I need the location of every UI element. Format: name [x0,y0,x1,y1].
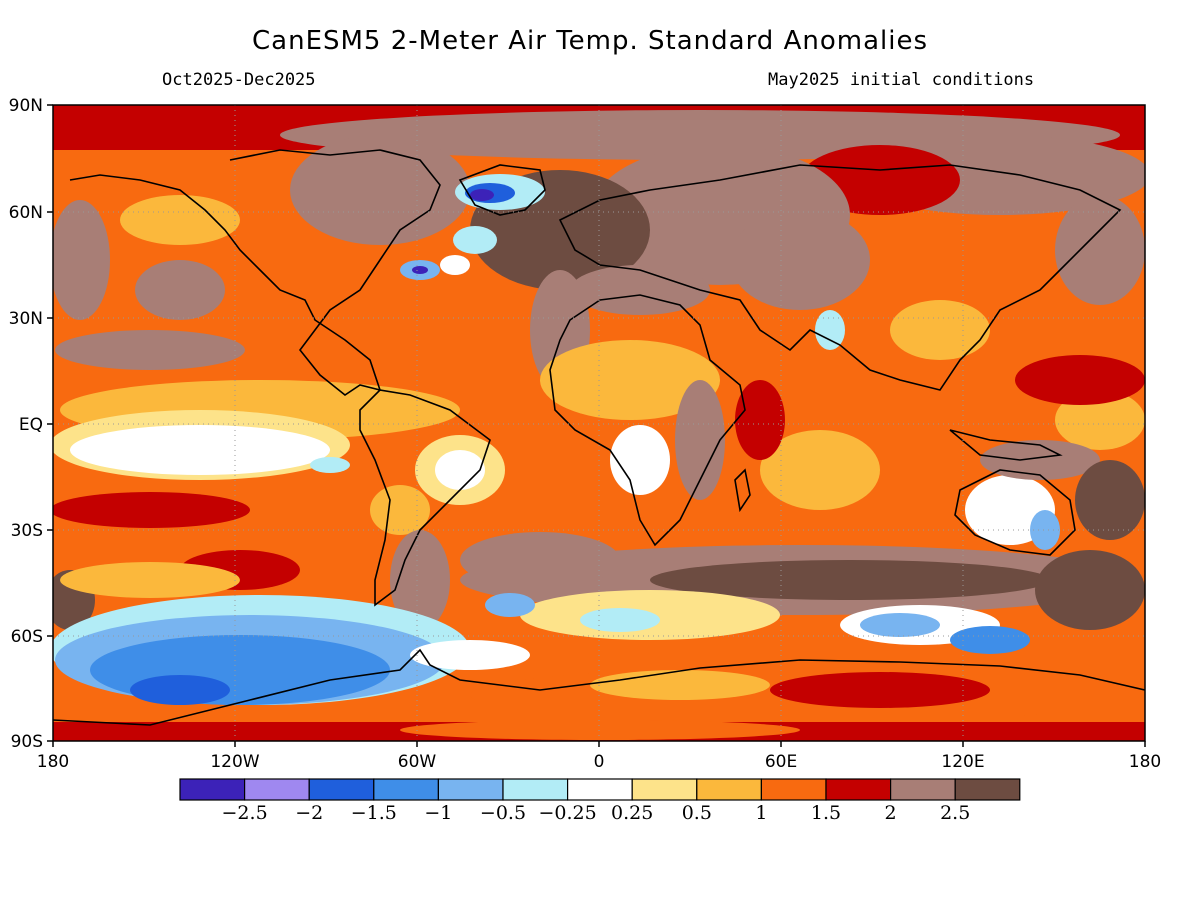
colorbar-label: −2.5 [222,802,268,824]
colorbar-label: 2 [885,802,897,824]
lat-label: EQ [19,415,43,435]
colorbar-swatch [373,778,439,801]
colorbar-swatch [502,778,569,801]
colorbar-label: −1.5 [351,802,397,824]
lat-label: 60S [11,627,43,647]
lat-label: 60N [9,203,43,223]
lon-label: 60W [398,752,437,772]
lon-label: 180 [37,752,69,772]
map-title: CanESM5 2-Meter Air Temp. Standard Anoma… [252,26,928,56]
lon-label: 180 [1129,752,1161,772]
colorbar-swatch [244,778,310,801]
lon-label: 120W [210,752,259,772]
lat-label: 30S [11,521,43,541]
forecast-period: Oct2025-Dec2025 [162,70,316,90]
colorbar: −2.5 −2 −1.5 −1 −0.5 −0.25 0.25 0.5 1 1.5 2 2.5 [179,778,1021,824]
longitude-labels: 180 120W 60W 0 60E 120E 180 [37,752,1161,772]
colorbar-swatch [179,778,246,801]
colorbar-label: −2 [295,802,323,824]
colorbar-swatch [954,778,1021,801]
colorbar-swatch [696,778,762,801]
colorbar-label: 2.5 [940,802,970,824]
colorbar-swatch [889,778,956,801]
colorbar-swatch [308,778,375,801]
coastlines [53,149,1145,726]
colorbar-label: −0.25 [538,802,596,824]
colorbar-swatch [825,778,892,801]
colorbar-swatch [631,778,698,801]
lon-label: 0 [594,752,605,772]
anomaly-field [53,105,1145,741]
colorbar-label: 0.25 [611,802,653,824]
colorbar-swatch [566,778,633,801]
lon-label: 120E [941,752,984,772]
colorbar-label: 1 [755,802,767,824]
colorbar-label: 0.5 [682,802,712,824]
lat-lon-grid [53,105,1145,741]
axis-ticks [47,104,1146,747]
initial-conditions: May2025 initial conditions [768,70,1035,90]
colorbar-swatch [760,778,827,801]
colorbar-label: −1 [424,802,452,824]
lat-label: 90S [11,732,43,752]
lat-label: 30N [9,309,43,329]
lon-label: 60E [765,752,797,772]
colorbar-label: −0.5 [480,802,526,824]
latitude-labels: 90N 60N 30N EQ 30S 60S 90S [9,96,43,752]
colorbar-swatch [437,778,504,801]
lat-label: 90N [9,96,43,116]
colorbar-label: 1.5 [811,802,841,824]
